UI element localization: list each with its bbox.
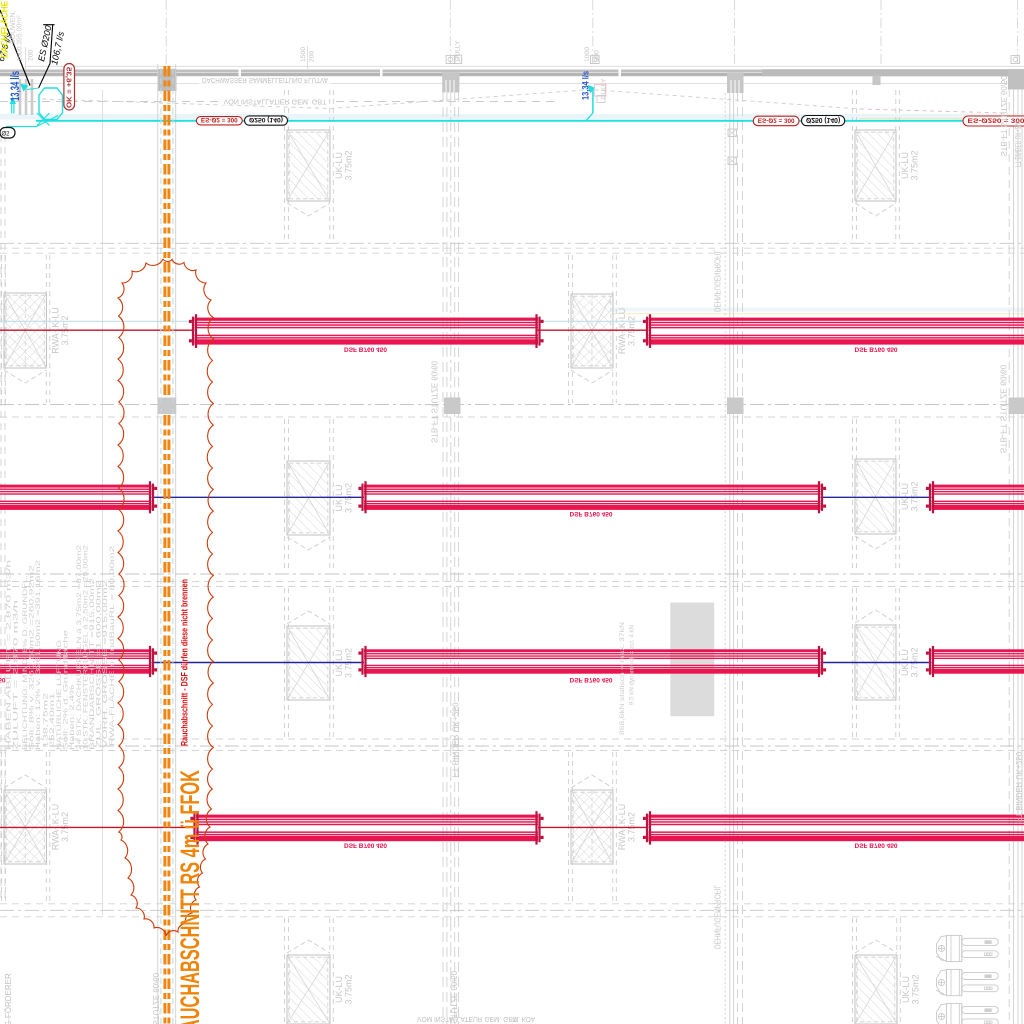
svg-text:UK-LU: UK-LU bbox=[901, 976, 911, 1003]
svg-text:STB-FT STÜTZE 60/60: STB-FT STÜTZE 60/60 bbox=[999, 364, 1009, 453]
svg-text:ES-Ø250 = 300: ES-Ø250 = 300 bbox=[968, 116, 1024, 123]
svg-text:1500: 1500 bbox=[300, 47, 307, 62]
svg-text:13,34 l/s: 13,34 l/s bbox=[10, 71, 22, 101]
svg-text:OK = +6,35: OK = +6,35 bbox=[64, 67, 73, 108]
svg-text:UK-LU: UK-LU bbox=[334, 976, 344, 1003]
svg-text:10 STK. FENSTERFLÜGEL á 2,50m2: 10 STK. FENSTERFLÜGEL á 2,50m2 =25,00m2 bbox=[83, 544, 90, 750]
svg-text:STB-FT STÜTZE 60/60: STB-FT STÜTZE 60/60 bbox=[151, 973, 161, 1024]
svg-text:3.75m2: 3.75m2 bbox=[344, 974, 354, 1004]
svg-text:FT-BINDER UK+250: FT-BINDER UK+250 bbox=[451, 702, 461, 777]
svg-text:3.75m2: 3.75m2 bbox=[627, 316, 637, 346]
svg-text:3.75m2: 3.75m2 bbox=[344, 150, 354, 180]
svg-text:BOUWEN,: BOUWEN, bbox=[10, 11, 17, 45]
svg-text:DSF B760 450: DSF B760 450 bbox=[855, 345, 898, 352]
svg-text:24 STK. DACHKUPPELN á 3,75m2 =: 24 STK. DACHKUPPELN á 3,75m2 =87,00m2 bbox=[77, 544, 83, 750]
svg-text:395.00m²: 395.00m² bbox=[17, 15, 24, 45]
svg-text:Soll: 8% v. 3261,50m2 =260,: Soll: 8% v. 3261,50m2 =260,92m2 bbox=[30, 564, 36, 750]
svg-text:BRANDABSCHNITT =915,00m2: BRANDABSCHNITT =915,00m2 bbox=[90, 577, 96, 750]
svg-text:UK-LU: UK-LU bbox=[334, 484, 344, 511]
svg-text:VON INSTALLATIER GEM. GBT: VON INSTALLATIER GEM. GBT bbox=[224, 97, 328, 104]
svg-text:STB-FT STÜTZE 60/60: STB-FT STÜTZE 60/60 bbox=[999, 75, 1009, 156]
svg-text:DEHNFUGENPROFIL: DEHNFUGENPROFIL bbox=[712, 250, 722, 312]
svg-text:HABEN ABLUFT = 2.870 m3/h: HABEN ABLUFT = 2.870 m3/h bbox=[7, 560, 13, 750]
svg-text:DSF B760 450: DSF B760 450 bbox=[344, 841, 387, 848]
svg-text:200: 200 bbox=[309, 50, 316, 62]
svg-text:STB-FT STÜTZE 60/60: STB-FT STÜTZE 60/60 bbox=[430, 361, 440, 443]
svg-text:UK-LU: UK-LU bbox=[900, 483, 910, 510]
svg-text:STB-FT STÜTZE 60/60: STB-FT STÜTZE 60/60 bbox=[449, 971, 459, 1024]
svg-text:252,40m1: 252,40m1 bbox=[50, 692, 56, 748]
svg-text:(AG-FÖRDERER: (AG-FÖRDERER bbox=[4, 973, 13, 1024]
svg-text:138,75m2: 138,75m2 bbox=[44, 692, 50, 748]
svg-text:ZULUFT = 2.870 m3/h: ZULUFT = 2.870 m3/h bbox=[14, 600, 20, 750]
svg-text:Haben: 2,4%: Haben: 2,4% bbox=[70, 684, 76, 750]
svg-text:M. KOA: M. KOA bbox=[513, 1015, 535, 1022]
svg-text:UK-LU: UK-LU bbox=[334, 152, 344, 179]
svg-text:200: 200 bbox=[28, 49, 35, 61]
svg-text:Ø2: Ø2 bbox=[2, 132, 11, 138]
svg-text:Haben: 12% v. 3261,50m2 =391,1: Haben: 12% v. 3261,50m2 =391,16m2 bbox=[36, 559, 42, 750]
svg-text:3.75m2: 3.75m2 bbox=[911, 974, 921, 1004]
svg-text:GULLY: GULLY bbox=[601, 78, 608, 99]
svg-text:DACHWASSER SAMMELLEITUNG FLUTV: DACHWASSER SAMMELLEITUNG FLUTVA bbox=[202, 76, 328, 83]
svg-text:GULLY: GULLY bbox=[455, 40, 462, 61]
svg-text:DSF B760 450: DSF B760 450 bbox=[570, 676, 613, 683]
svg-text:VOM INSTALLATEUR GEM. GBT: VOM INSTALLATEUR GEM. GBT bbox=[417, 1015, 518, 1022]
svg-text:RAUCHABSCHNITT RS 4m ü FFOK: RAUCHABSCHNITT RS 4m ü FFOK bbox=[175, 770, 205, 1024]
svg-text:Rauchabschnitt - DSF dürfen di: Rauchabschnitt - DSF dürfen diese nicht … bbox=[179, 579, 190, 746]
svg-text:3.75m2: 3.75m2 bbox=[344, 483, 354, 513]
svg-text:1500: 1500 bbox=[17, 46, 24, 61]
svg-text:9,5 kN dynamisch = zul. 4 kN: 9,5 kN dynamisch = zul. 4 kN bbox=[629, 625, 636, 705]
svg-text:Ø250 (140): Ø250 (140) bbox=[806, 116, 840, 123]
svg-text:DSF B760 450: DSF B760 450 bbox=[855, 841, 898, 848]
svg-text:DSF B760 450: DSF B760 450 bbox=[570, 510, 613, 517]
svg-text:3.75m2: 3.75m2 bbox=[910, 481, 920, 511]
svg-text:13,34 l/s: 13,34 l/s bbox=[581, 71, 591, 100]
svg-text:3.75m2: 3.75m2 bbox=[910, 150, 920, 180]
svg-text:Soll: 2% d. Grundfläche: Soll: 2% d. Grundfläche bbox=[64, 629, 70, 750]
svg-text:Ø250 (140): Ø250 (140) bbox=[249, 116, 283, 123]
svg-text:868,6kN statisch = max. 37kN: 868,6kN statisch = max. 37kN bbox=[619, 622, 626, 735]
svg-text:UK-LU: UK-LU bbox=[900, 152, 910, 179]
svg-text:RWA-FLÄCHE n. IndBauRL = 80,00: RWA-FLÄCHE n. IndBauRL = 80,00m2 bbox=[109, 545, 116, 746]
svg-text:RWA-.K-LU: RWA-.K-LU bbox=[617, 308, 627, 355]
svg-text:ES-Ø2 = 300: ES-Ø2 = 300 bbox=[758, 116, 795, 123]
svg-text:1000: 1000 bbox=[584, 47, 591, 62]
svg-text:DSF B760 450: DSF B760 450 bbox=[0, 676, 6, 683]
svg-text:ES-Ø2 = 300: ES-Ø2 = 300 bbox=[201, 116, 238, 123]
svg-text:DACHFLÄCHE: DACHFLÄCHE bbox=[0, 1, 11, 58]
svg-text:300: 300 bbox=[594, 50, 601, 62]
svg-text:ZUL. GRÖSSE =1.600,00m2: ZUL. GRÖSSE =1.600,00m2 bbox=[96, 579, 103, 748]
svg-text:BELICHTUNG: MIND. 8% D. GRUNDF: BELICHTUNG: MIND. 8% D. GRUNDFL. bbox=[23, 574, 29, 750]
svg-text:FT-BINDER UK+250: FT-BINDER UK+250 bbox=[1014, 752, 1024, 822]
svg-text:VORH. GRÖSSE =915,00m2: VORH. GRÖSSE =915,00m2 bbox=[102, 579, 109, 748]
svg-text:DEHNFUGENPROFIL: DEHNFUGENPROFIL bbox=[712, 885, 722, 949]
svg-text:DSF B760 450: DSF B760 450 bbox=[344, 345, 387, 352]
svg-text:FT-BINDER UK+250: FT-BINDER UK+250 bbox=[1013, 121, 1023, 167]
svg-text:NATÜRLICHE LÜFTUNG: NATÜRLICHE LÜFTUNG bbox=[56, 639, 63, 750]
